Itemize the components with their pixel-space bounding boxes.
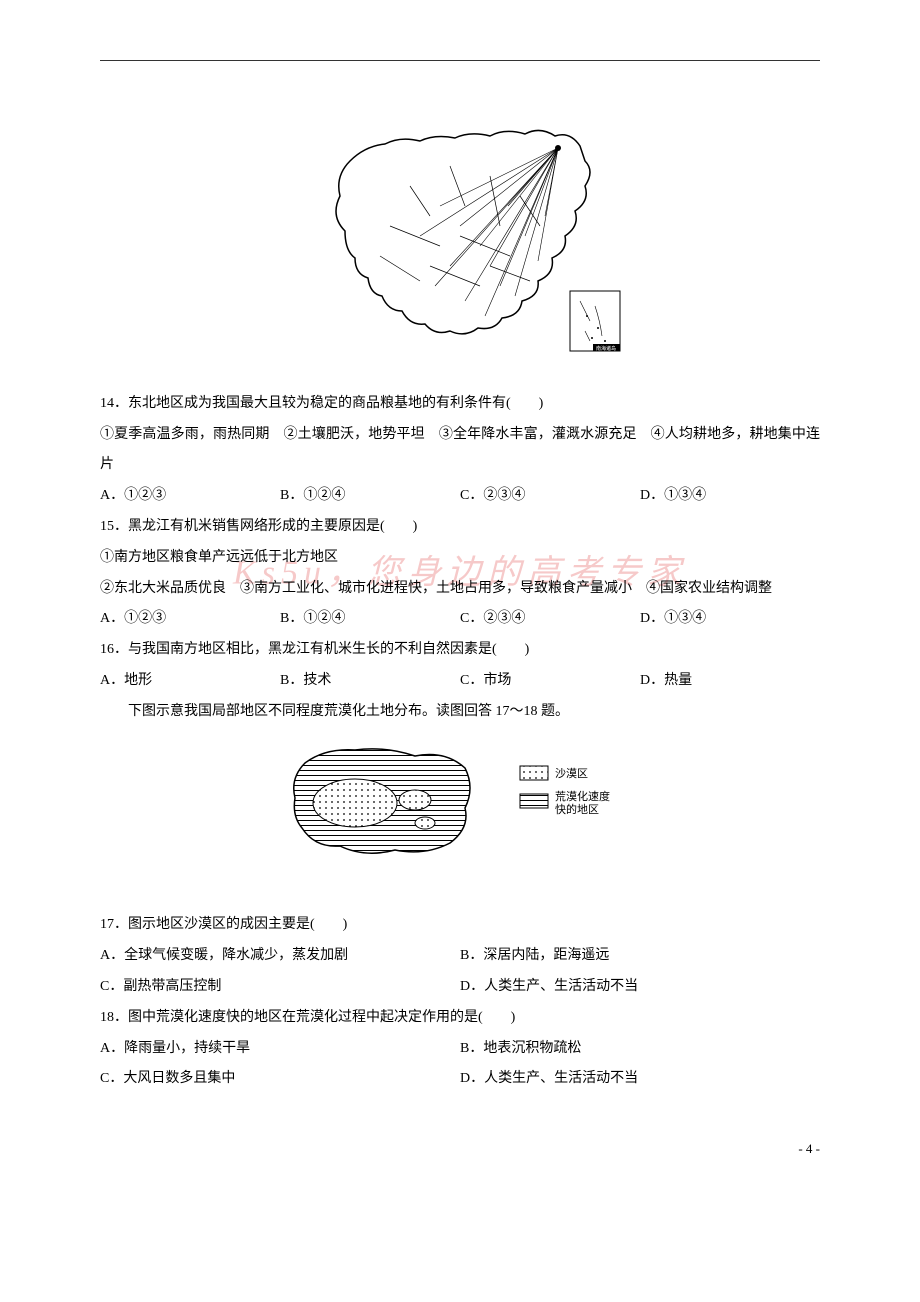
q14-choices: A．①②③ B．①②④ C．②③④ D．①③④ xyxy=(100,481,820,512)
page-number: - 4 - xyxy=(100,1135,820,1164)
q14-choice-c: C．②③④ xyxy=(460,481,640,512)
q15-choices: A．①②③ B．①②④ C．②③④ D．①③④ xyxy=(100,604,820,635)
figure-desert-map: 沙漠区 荒漠化速度 快的地区 xyxy=(100,728,820,891)
q16-choice-b: B．技术 xyxy=(280,666,460,697)
q14-stem: 14．东北地区成为我国最大且较为稳定的商品粮基地的有利条件有( ) xyxy=(100,389,820,420)
q16-choice-c: C．市场 xyxy=(460,666,640,697)
q15-choice-b: B．①②④ xyxy=(280,604,460,635)
q17-choices-row2: C．副热带高压控制 D．人类生产、生活活动不当 xyxy=(100,972,820,1003)
question-17: 17．图示地区沙漠区的成因主要是( ) A．全球气候变暖，降水减少，蒸发加剧 B… xyxy=(100,910,820,1002)
q15-line2: ②东北大米品质优良 ③南方工业化、城市化进程快，土地占用多，导致粮食产量减小 ④… xyxy=(100,574,820,605)
q15-choice-d: D．①③④ xyxy=(640,604,820,635)
q17-choice-b: B．深居内陆，距海遥远 xyxy=(460,941,820,972)
q18-choice-a: A．降雨量小，持续干旱 xyxy=(100,1034,460,1065)
q18-choice-d: D．人类生产、生活活动不当 xyxy=(460,1064,820,1095)
q14-choice-b: B．①②④ xyxy=(280,481,460,512)
top-horizontal-rule xyxy=(100,60,820,61)
q18-choices-row2: C．大风日数多且集中 D．人类生产、生活活动不当 xyxy=(100,1064,820,1095)
svg-text:荒漠化速度: 荒漠化速度 xyxy=(555,789,610,803)
question-16: 16．与我国南方地区相比，黑龙江有机米生长的不利自然因素是( ) A．地形 B．… xyxy=(100,635,820,697)
question-15: 15．黑龙江有机米销售网络形成的主要原因是( ) ①南方地区粮食单产远远低于北方… xyxy=(100,512,820,635)
q18-choice-b: B．地表沉积物疏松 xyxy=(460,1034,820,1065)
figure-china-map: 南海诸岛 xyxy=(100,86,820,369)
q15-stem: 15．黑龙江有机米销售网络形成的主要原因是( ) xyxy=(100,512,820,543)
svg-text:快的地区: 快的地区 xyxy=(555,802,599,816)
q16-stem: 16．与我国南方地区相比，黑龙江有机米生长的不利自然因素是( ) xyxy=(100,635,820,666)
svg-text:南海诸岛: 南海诸岛 xyxy=(596,345,616,352)
intro-17-18: 下图示意我国局部地区不同程度荒漠化土地分布。读图回答 17～18 题。 xyxy=(100,697,820,728)
q17-choice-d: D．人类生产、生活活动不当 xyxy=(460,972,820,1003)
q14-statements: ①夏季高温多雨，雨热同期 ②土壤肥沃，地势平坦 ③全年降水丰富，灌溉水源充足 ④… xyxy=(100,420,820,482)
q15-choice-c: C．②③④ xyxy=(460,604,640,635)
desert-map-svg: 沙漠区 荒漠化速度 快的地区 xyxy=(270,728,650,878)
q14-choice-d: D．①③④ xyxy=(640,481,820,512)
q18-choice-c: C．大风日数多且集中 xyxy=(100,1064,460,1095)
question-18: 18．图中荒漠化速度快的地区在荒漠化过程中起决定作用的是( ) A．降雨量小，持… xyxy=(100,1003,820,1095)
q17-choices-row1: A．全球气候变暖，降水减少，蒸发加剧 B．深居内陆，距海遥远 xyxy=(100,941,820,972)
question-14: 14．东北地区成为我国最大且较为稳定的商品粮基地的有利条件有( ) ①夏季高温多… xyxy=(100,389,820,512)
q14-choice-a: A．①②③ xyxy=(100,481,280,512)
china-map-svg: 南海诸岛 xyxy=(290,86,630,356)
q16-choices: A．地形 B．技术 C．市场 D．热量 xyxy=(100,666,820,697)
q18-choices-row1: A．降雨量小，持续干旱 B．地表沉积物疏松 xyxy=(100,1034,820,1065)
q18-stem: 18．图中荒漠化速度快的地区在荒漠化过程中起决定作用的是( ) xyxy=(100,1003,820,1034)
svg-text:沙漠区: 沙漠区 xyxy=(555,767,588,780)
q17-choice-a: A．全球气候变暖，降水减少，蒸发加剧 xyxy=(100,941,460,972)
q17-choice-c: C．副热带高压控制 xyxy=(100,972,460,1003)
q15-choice-a: A．①②③ xyxy=(100,604,280,635)
q16-choice-d: D．热量 xyxy=(640,666,820,697)
q15-line1: ①南方地区粮食单产远远低于北方地区 xyxy=(100,543,820,574)
q17-stem: 17．图示地区沙漠区的成因主要是( ) xyxy=(100,910,820,941)
q16-choice-a: A．地形 xyxy=(100,666,280,697)
